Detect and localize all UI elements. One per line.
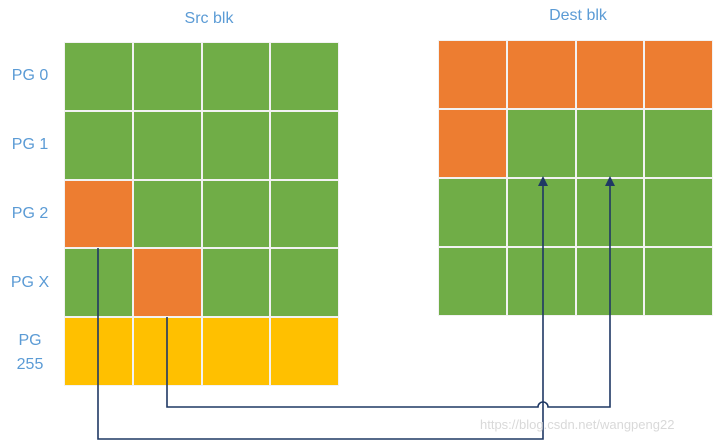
arrow-pg2-to-dest [97, 176, 548, 440]
dest-cell-r3-c0 [438, 247, 507, 316]
dest-block-grid [438, 40, 713, 316]
src-cell-r1-c3 [270, 110, 339, 180]
row-label-pg1: PG 1 [11, 136, 49, 153]
row-label-pgx: PG X [10, 274, 50, 291]
dest-cell-r1-c0 [438, 109, 507, 178]
dest-cell-r1-c2 [575, 109, 645, 178]
src-cell-r3-c2 [201, 248, 271, 318]
dest-cell-r0-c1 [506, 40, 576, 109]
dest-cell-r2-c0 [438, 178, 507, 247]
src-cell-r2-c2 [201, 179, 271, 249]
src-cell-r0-c2 [201, 42, 271, 111]
src-cell-r2-c3 [270, 179, 339, 249]
src-cell-r2-c0 [64, 179, 133, 249]
src-cell-r0-c0 [64, 42, 133, 111]
row-label-pg255-line2: 255 [16, 356, 44, 373]
watermark-text: https://blog.csdn.net/wangpeng22 [480, 417, 675, 432]
dest-cell-r2-c3 [644, 178, 713, 247]
src-block-title: Src blk [184, 10, 234, 27]
src-cell-r2-c1 [132, 179, 202, 249]
dest-block-title: Dest blk [549, 7, 607, 24]
src-cell-r1-c2 [201, 110, 271, 180]
dest-cell-r3-c1 [506, 247, 576, 316]
src-cell-r3-c1 [132, 248, 202, 318]
dest-cell-r2-c1 [506, 178, 576, 247]
src-cell-r1-c0 [64, 110, 133, 180]
dest-cell-r1-c3 [644, 109, 713, 178]
dest-cell-r3-c3 [644, 247, 713, 316]
row-label-pg2: PG 2 [11, 205, 49, 222]
src-cell-r0-c1 [132, 42, 202, 111]
src-cell-r0-c3 [270, 42, 339, 111]
src-cell-r4-c3 [270, 317, 339, 386]
src-block-grid [64, 42, 339, 386]
src-cell-r3-c3 [270, 248, 339, 318]
src-cell-r1-c1 [132, 110, 202, 180]
row-label-pg0: PG 0 [11, 67, 49, 84]
dest-cell-r0-c3 [644, 40, 713, 109]
dest-cell-r0-c2 [575, 40, 645, 109]
dest-cell-r0-c0 [438, 40, 507, 109]
arrow-pgx-to-dest [166, 176, 615, 408]
src-cell-r4-c2 [201, 317, 271, 386]
row-label-pg255-line1: PG [18, 332, 42, 349]
